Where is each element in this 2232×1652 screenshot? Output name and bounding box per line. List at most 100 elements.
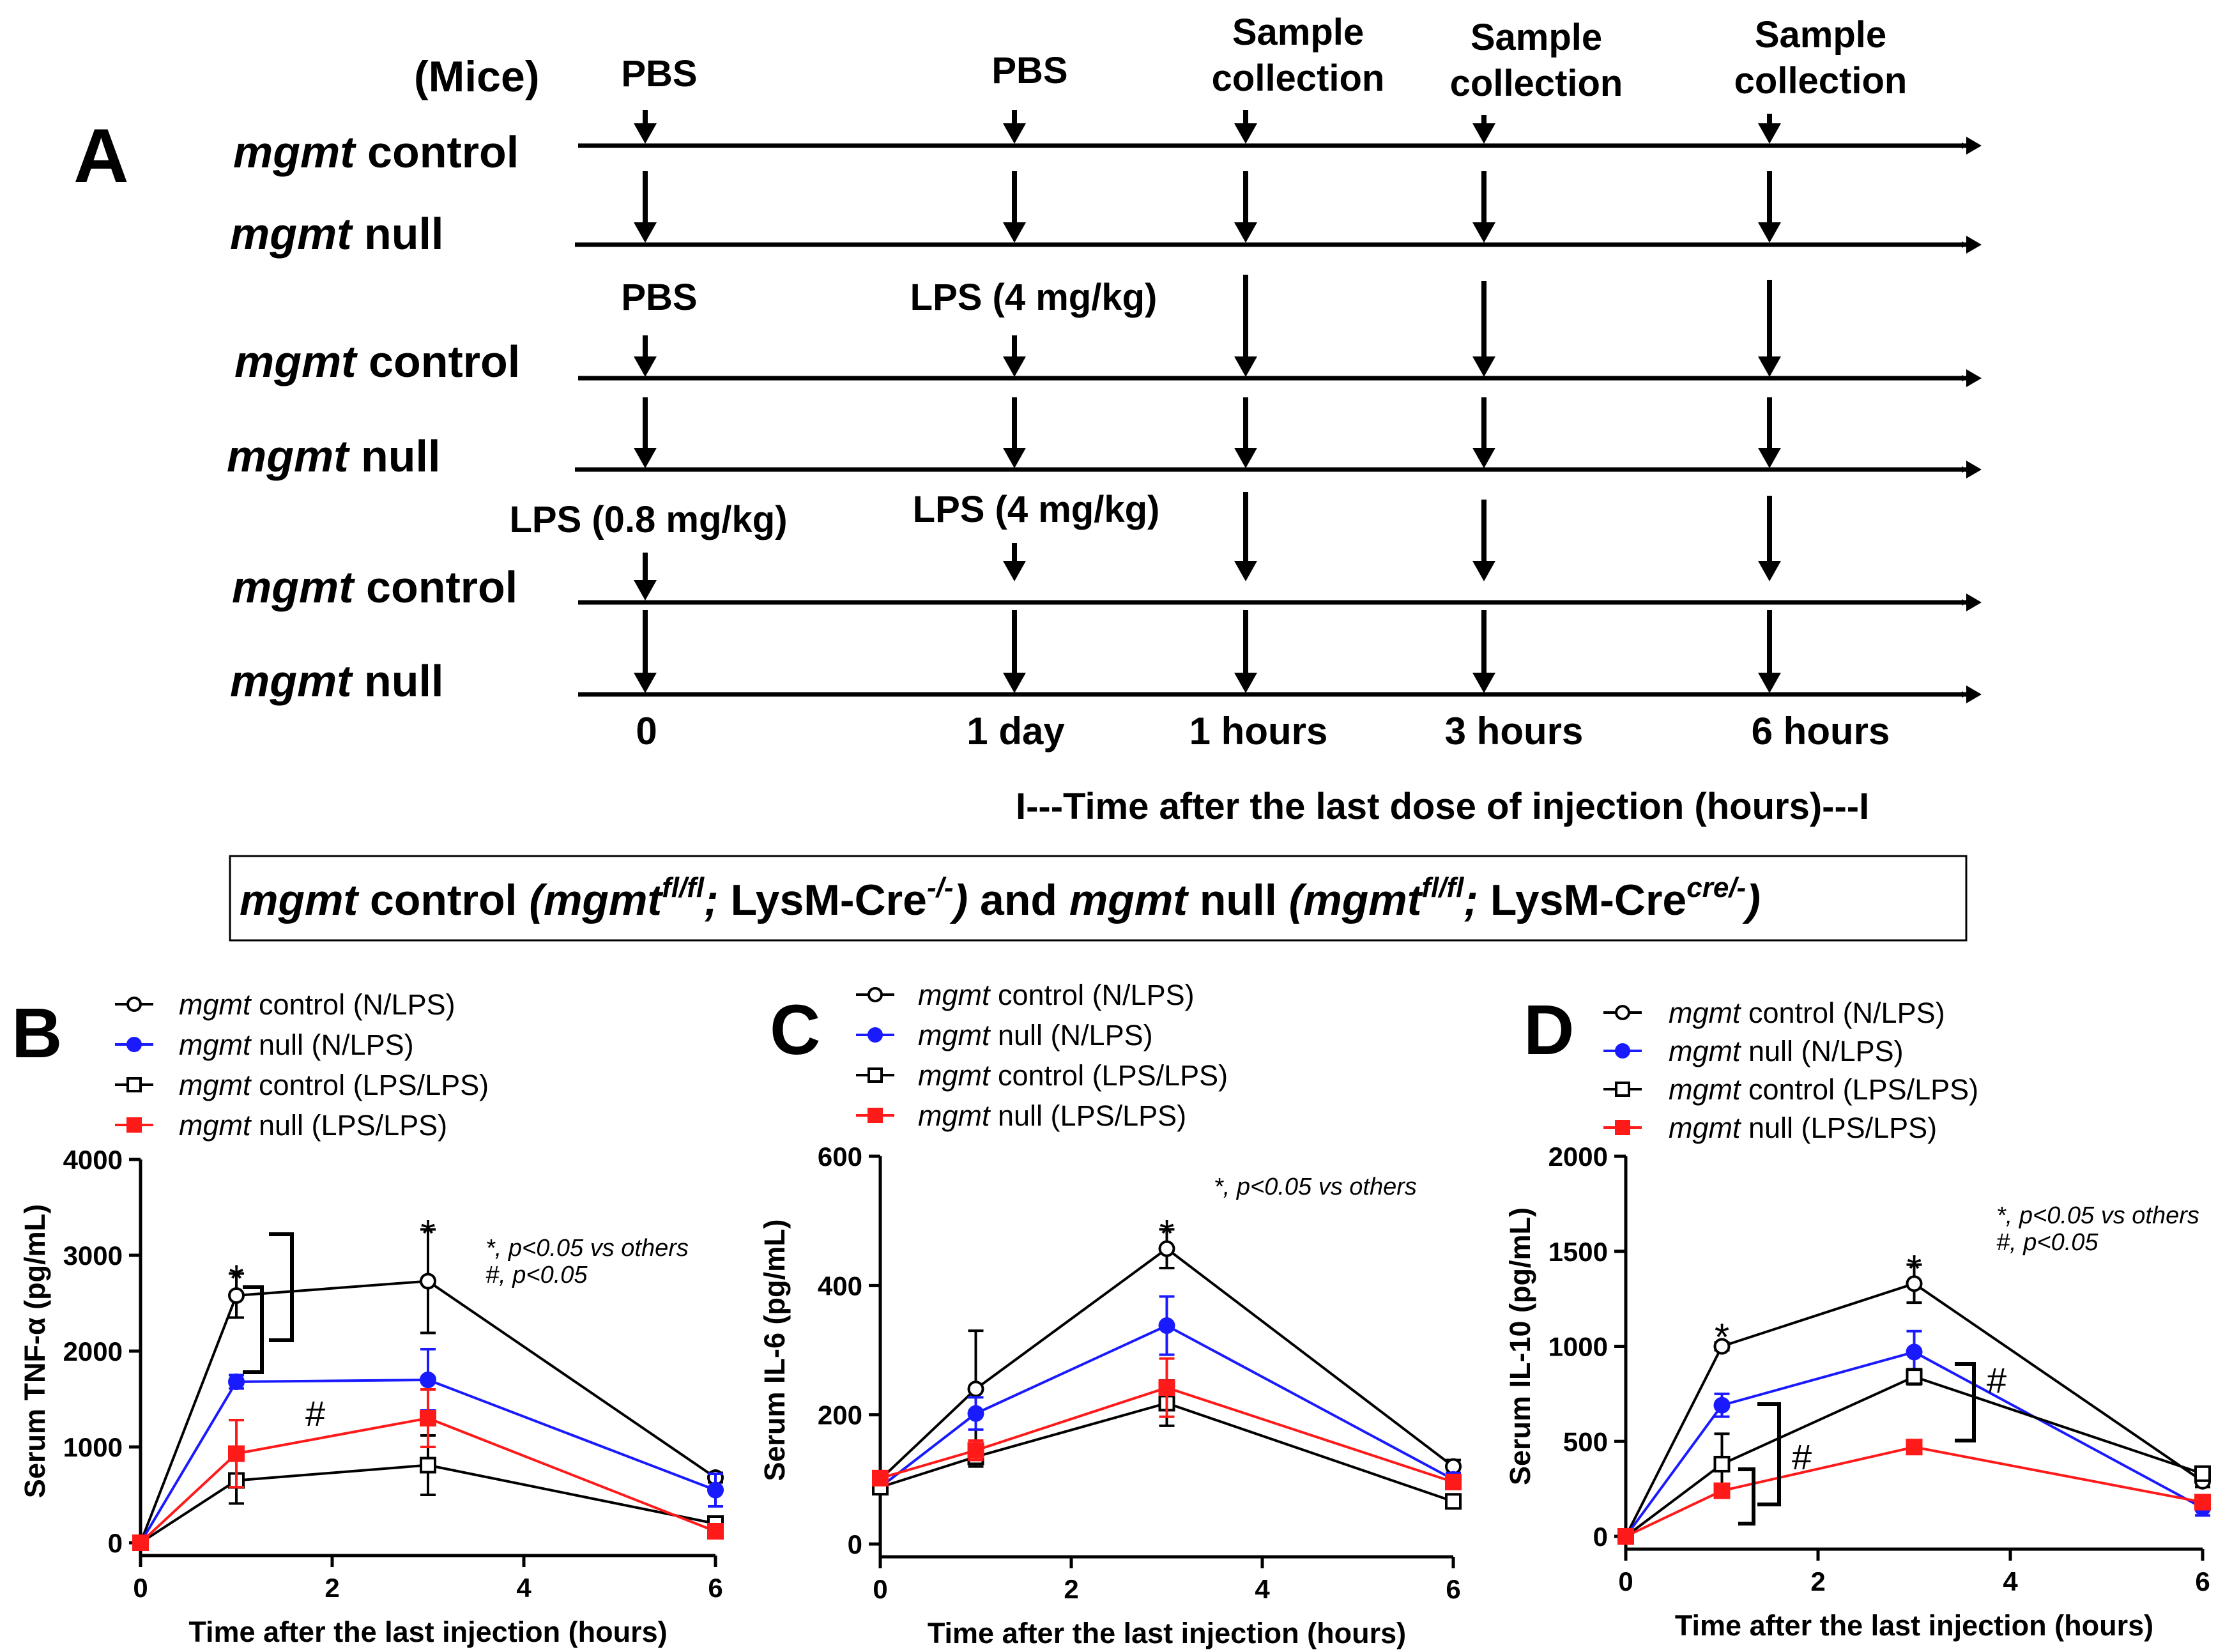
arrow-b1-top-2-head <box>1234 123 1257 144</box>
legend-marker <box>126 997 142 1012</box>
genotype-box <box>229 855 1968 942</box>
series-line <box>1624 1282 2204 1537</box>
legend-label-suffix: null (LPS/LPS) <box>990 1099 1187 1132</box>
time-label-1day: 1 day <box>967 710 1065 753</box>
y-tick-label: 4000 <box>63 1145 123 1175</box>
y-tick-label: 1000 <box>63 1432 123 1462</box>
treat-label-5: LPS (0.8 mg/kg) <box>509 499 787 540</box>
significance-star: * <box>229 1257 243 1300</box>
data-point <box>1713 1338 1731 1355</box>
legend-label-suffix: null (N/LPS) <box>990 1019 1153 1052</box>
series-line <box>139 1378 716 1544</box>
data-point <box>1906 1439 1923 1456</box>
data-point <box>707 1481 724 1499</box>
legend-marker <box>1615 1082 1630 1097</box>
hash-bracket-d-right <box>1955 1362 1976 1442</box>
legend-label-suffix: null (LPS/LPS) <box>1741 1112 1938 1144</box>
arrow-b2-mid-2-head <box>1234 448 1257 468</box>
arrow-b3-top-1-head <box>1003 561 1026 581</box>
legend-label: mgmt null (LPS/LPS) <box>918 1099 1186 1132</box>
series-line <box>880 1386 1454 1483</box>
timeline-arrowhead-5 <box>1966 593 1982 611</box>
time-label-6h: 6 hours <box>1752 710 1890 753</box>
arrow-b1-top-1-head <box>1003 123 1026 144</box>
data-point <box>1617 1528 1634 1545</box>
arrow-b2-top-0-head <box>634 356 657 377</box>
data-point <box>2194 1465 2211 1482</box>
series-1 <box>1617 1263 2211 1545</box>
series-1 <box>872 1228 1462 1488</box>
panel-letter: C <box>770 991 820 1069</box>
arrow-b3-mid-2-head <box>1234 673 1257 693</box>
data-point <box>2194 1494 2211 1511</box>
time-caption: I---Time after the last dose of injectio… <box>1016 786 1869 827</box>
arrow-b3-top-2-head <box>1234 561 1257 581</box>
arrow-b2-mid-4-head <box>1758 448 1781 468</box>
data-point <box>1158 1317 1175 1335</box>
arrow-b1-mid-0-head <box>634 222 657 243</box>
arrow-b1-top-0-head <box>634 123 657 144</box>
hash-mark-d-left: # <box>1792 1437 1812 1477</box>
x-tick-label: 4 <box>2003 1566 2018 1596</box>
data-point <box>1713 1455 1731 1472</box>
legend-label: mgmt null (LPS/LPS) <box>1669 1112 1937 1144</box>
row-label-1: mgmt control <box>233 127 519 177</box>
hash-mark-b: # <box>305 1393 325 1434</box>
panel-a-letter: A <box>73 113 129 199</box>
x-tick-label: 0 <box>133 1573 148 1603</box>
significance-note: *, p<0.05 vs others <box>1214 1174 1417 1200</box>
legend-label-prefix: mgmt <box>179 988 252 1021</box>
legend-label: mgmt control (LPS/LPS) <box>918 1059 1228 1092</box>
y-tick-label: 0 <box>108 1528 123 1558</box>
y-axis-label: Serum IL-10 (pg/mL) <box>1504 1207 1536 1485</box>
mice-label: (Mice) <box>414 52 539 101</box>
legend-label: mgmt null (LPS/LPS) <box>179 1109 447 1142</box>
legend-label-prefix: mgmt <box>918 1099 991 1132</box>
y-axis-label: Serum TNF-α (pg/mL) <box>19 1204 51 1498</box>
arrow-b1-top-4-head <box>1758 123 1781 144</box>
legend-label-prefix: mgmt <box>918 979 991 1011</box>
arrow-b2-top-4-head <box>1758 356 1781 377</box>
treat-label-1: PBS <box>621 53 697 95</box>
timeline-arrowhead-4 <box>1966 461 1982 478</box>
hash-bracket-b-inner <box>243 1285 264 1374</box>
data-point <box>228 1287 245 1304</box>
x-axis-label: Time after the last injection (hours) <box>1675 1609 2153 1642</box>
arrow-b3-mid-4-head <box>1758 673 1781 693</box>
series-4 <box>132 1388 724 1551</box>
x-tick-label: 4 <box>1255 1574 1270 1604</box>
legend-label-suffix: control (LPS/LPS) <box>990 1059 1228 1092</box>
legend-label-suffix: control (N/LPS) <box>251 988 455 1021</box>
y-tick-label: 0 <box>1593 1522 1608 1552</box>
legend-label-prefix: mgmt <box>179 1029 252 1061</box>
arrow-b3-mid-0-head <box>634 673 657 693</box>
legend-label: mgmt control (LPS/LPS) <box>1669 1073 1978 1106</box>
x-tick-label: 0 <box>1618 1566 1633 1596</box>
significance-note: *, p<0.05 vs others <box>485 1235 689 1262</box>
sample-collection-label-3: Sample collection <box>1734 14 1907 102</box>
timeline-arrowhead-2 <box>1966 236 1982 254</box>
y-tick-label: 2000 <box>63 1336 123 1366</box>
data-point <box>1713 1396 1731 1414</box>
arrow-b1-top-3-head <box>1472 123 1495 144</box>
y-tick-label: 400 <box>818 1271 862 1301</box>
series-line <box>879 1324 1454 1488</box>
treat-label-6: LPS (4 mg/kg) <box>913 489 1160 530</box>
arrow-b3-top-0-head <box>634 580 657 600</box>
arrow-b1-mid-4-head <box>1758 222 1781 243</box>
data-point <box>228 1445 245 1462</box>
hash-bracket-d-left-outer <box>1757 1402 1781 1506</box>
legend-label: mgmt control (N/LPS) <box>918 979 1195 1011</box>
data-point <box>1906 1368 1923 1386</box>
hash-bracket-b-outer <box>269 1232 294 1342</box>
series-3 <box>1617 1368 2211 1545</box>
time-label-3h: 3 hours <box>1445 710 1584 753</box>
y-tick-label: 3000 <box>63 1241 123 1271</box>
data-point <box>872 1469 889 1487</box>
row-label-3: mgmt control <box>234 337 520 386</box>
legend-label-prefix: mgmt <box>1669 1073 1742 1106</box>
legend-marker <box>126 1117 142 1133</box>
legend-marker <box>1615 1005 1630 1020</box>
